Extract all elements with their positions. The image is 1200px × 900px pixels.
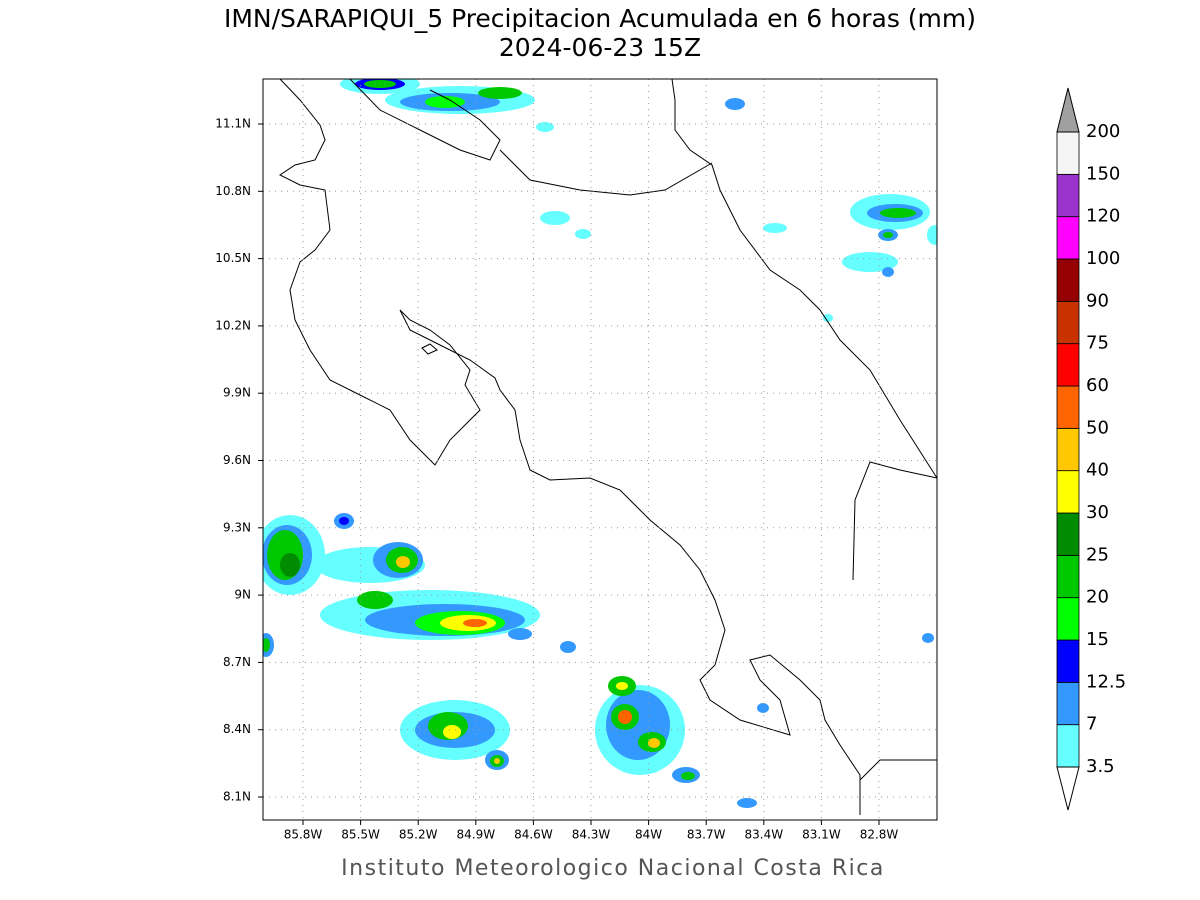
lon-label: 83.4W xyxy=(745,828,784,842)
legend-label: 12.5 xyxy=(1086,671,1126,692)
legend-swatch xyxy=(1056,300,1080,345)
legend-swatch xyxy=(1056,385,1080,429)
lat-label: 8.4N xyxy=(223,722,251,736)
lon-label: 82.8W xyxy=(860,828,899,842)
legend-over xyxy=(1056,87,1080,133)
legend-swatch xyxy=(1056,681,1080,726)
legend-label: 25 xyxy=(1086,544,1109,565)
legend-swatch xyxy=(1056,427,1080,472)
legend-label: 40 xyxy=(1086,460,1109,481)
lat-label: 9.6N xyxy=(223,453,251,467)
legend-swatch xyxy=(1056,470,1080,514)
footer: Instituto Meteorologico Nacional Costa R… xyxy=(341,856,885,881)
subtitle: 2024-06-23 15Z xyxy=(499,33,701,62)
legend-label: 150 xyxy=(1086,163,1120,184)
grid: 11.1N 10.8N 10.5N 10.2N 9.9N 9.6N 9.3N 9N 8.7N 8.… xyxy=(215,79,937,842)
legend-label: 30 xyxy=(1086,502,1109,523)
lat-label: 11.1N xyxy=(215,117,251,131)
lon-label: 85.2W xyxy=(399,828,438,842)
legend-label: 75 xyxy=(1086,333,1109,354)
rain-area xyxy=(263,79,937,808)
lon-label: 85.5W xyxy=(341,828,380,842)
lat-label: 10.2N xyxy=(215,318,251,332)
legend-label: 7 xyxy=(1086,714,1097,735)
legend-swatch xyxy=(1056,554,1080,599)
precipitation xyxy=(263,79,937,815)
coastline xyxy=(279,79,937,815)
legend-label: 200 xyxy=(1086,121,1120,142)
legend-label: 120 xyxy=(1086,206,1120,227)
lat-label: 9N xyxy=(234,588,251,602)
title: IMN/SARAPIQUI_5 Precipitacion Acumulada … xyxy=(224,4,976,33)
legend-swatch xyxy=(1056,258,1080,302)
legend-label: 50 xyxy=(1086,417,1109,438)
legend-swatch xyxy=(1056,131,1080,175)
legend-swatch xyxy=(1056,216,1080,260)
legend-label: 100 xyxy=(1086,248,1120,269)
legend-swatch xyxy=(1056,343,1080,387)
map-frame xyxy=(262,78,938,821)
legend-swatch xyxy=(1056,724,1080,768)
lat-label: 10.5N xyxy=(215,251,251,265)
legend-label: 3.5 xyxy=(1086,756,1115,777)
legend-swatch xyxy=(1056,512,1080,556)
legend-label: 20 xyxy=(1086,587,1109,608)
legend-label: 60 xyxy=(1086,375,1109,396)
map: 11.1N 10.8N 10.5N 10.2N 9.9N 9.6N 9.3N 9N 8.7N 8.… xyxy=(215,78,938,842)
lon-label: 84W xyxy=(635,828,662,842)
legend-label: 90 xyxy=(1086,290,1109,311)
legend-swatch xyxy=(1056,639,1080,683)
lat-label: 10.8N xyxy=(215,184,251,198)
lat-label: 8.1N xyxy=(223,790,251,804)
legend-under xyxy=(1056,766,1080,811)
lon-label: 84.6W xyxy=(514,828,553,842)
legend-label: 15 xyxy=(1086,629,1109,650)
legend-swatch xyxy=(1056,173,1080,218)
lon-label: 84.9W xyxy=(457,828,496,842)
legend: 3.5 7 12.5 15 20 25 30 40 50 60 75 90 100 120 150 200 xyxy=(1056,87,1126,811)
legend-swatch xyxy=(1056,597,1080,641)
map-frame-bg xyxy=(263,79,937,820)
lat-label: 8.7N xyxy=(223,655,251,669)
lon-label: 85.8W xyxy=(284,828,323,842)
lon-label: 84.3W xyxy=(572,828,611,842)
lon-label: 83.7W xyxy=(687,828,726,842)
lon-label: 83.1W xyxy=(802,828,841,842)
lat-label: 9.9N xyxy=(223,386,251,400)
lat-label: 9.3N xyxy=(223,520,251,534)
